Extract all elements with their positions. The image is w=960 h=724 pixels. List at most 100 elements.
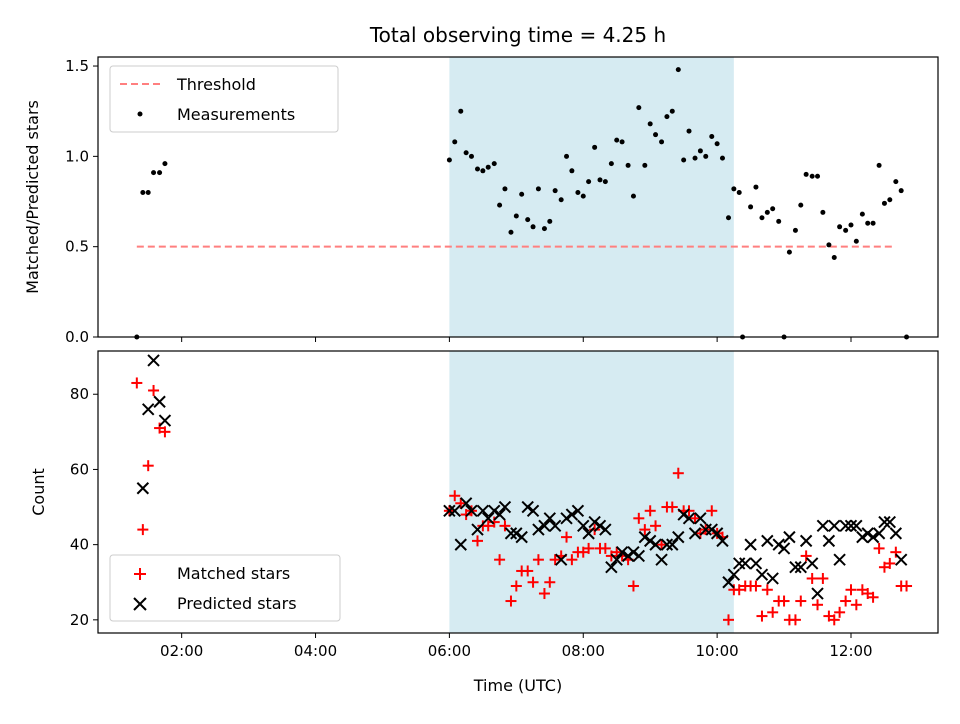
predicted-star-point-65 xyxy=(777,542,791,555)
measurement-point-21 xyxy=(530,224,536,230)
predicted-star-point-38 xyxy=(627,545,640,559)
predicted-star-point-59 xyxy=(744,538,757,551)
predicted-star-point-71 xyxy=(811,587,824,600)
predicted-star-point-69 xyxy=(799,534,813,548)
measurement-point-76 xyxy=(837,224,843,230)
measurement-point-46 xyxy=(669,108,675,114)
predicted-star-point-73 xyxy=(822,534,836,548)
measurement-point-39 xyxy=(630,193,636,199)
matched-star-point-15 xyxy=(494,554,506,566)
matched-star-point-28 xyxy=(566,554,578,566)
predicted-star-point-80 xyxy=(861,527,874,540)
top-legend: Threshold Measurements xyxy=(109,65,339,133)
matched-star-point-63 xyxy=(761,584,773,596)
top-legend-box xyxy=(109,65,339,133)
bottom-highlight-span xyxy=(449,351,734,633)
measurement-point-87 xyxy=(898,188,904,194)
matched-star-point-27 xyxy=(561,531,573,543)
measurement-point-58 xyxy=(736,189,742,195)
measurement-point-4 xyxy=(157,170,163,176)
measurement-point-7 xyxy=(452,139,458,145)
predicted-star-point-8 xyxy=(459,497,473,510)
matched-star-point-61 xyxy=(750,580,762,592)
measurement-point-67 xyxy=(786,249,792,255)
predicted-star-point-64 xyxy=(772,538,785,551)
measurement-point-82 xyxy=(870,220,876,226)
predicted-star-point-22 xyxy=(538,519,551,533)
matched-star-point-23 xyxy=(538,588,550,600)
predicted-star-point-76 xyxy=(839,519,852,533)
top-ytick-label-0: 0.0 xyxy=(65,328,89,346)
measurement-point-61 xyxy=(753,184,759,190)
measurement-point-30 xyxy=(580,193,586,199)
predicted-star-point-4 xyxy=(158,414,172,427)
matched-star-point-5 xyxy=(159,426,171,438)
measurement-point-79 xyxy=(853,238,859,244)
matched-star-point-8 xyxy=(455,497,467,509)
matched-star-point-17 xyxy=(505,595,517,607)
bottom-ytick-label-2: 60 xyxy=(70,460,89,478)
measurement-point-56 xyxy=(726,215,732,221)
top-highlight-span xyxy=(449,57,734,337)
measurement-point-31 xyxy=(586,179,592,185)
matched-star-point-83 xyxy=(873,542,885,554)
top-ytick-label-2: 1.0 xyxy=(65,147,89,165)
matched-star-point-43 xyxy=(650,520,662,532)
predicted-star-point-25 xyxy=(554,553,568,566)
measurement-point-37 xyxy=(619,139,625,145)
predicted-star-point-6 xyxy=(448,504,461,518)
measurement-point-74 xyxy=(826,242,832,248)
predicted-star-point-18 xyxy=(515,530,528,544)
bottom-marks xyxy=(131,354,913,626)
measurement-point-41 xyxy=(642,162,648,168)
predicted-star-point-30 xyxy=(582,527,595,540)
predicted-star-point-37 xyxy=(621,549,635,563)
bottom-axes-frame xyxy=(97,350,939,634)
predicted-star-point-10 xyxy=(471,523,484,536)
predicted-star-point-26 xyxy=(560,512,573,525)
measurement-point-20 xyxy=(525,217,531,223)
matched-star-point-46 xyxy=(666,501,678,513)
top-panel: 0.0 0.5 1.0 1.5 Matched/Predicted stars Thr… xyxy=(23,56,939,346)
measurement-point-35 xyxy=(608,161,614,167)
matched-star-point-49 xyxy=(683,505,695,517)
top-y-axis-label: Matched/Predicted stars xyxy=(23,100,42,294)
predicted-star-point-70 xyxy=(805,557,819,570)
measurement-point-25 xyxy=(552,188,558,194)
predicted-star-point-24 xyxy=(548,519,562,533)
predicted-star-point-33 xyxy=(599,523,612,536)
matched-star-point-58 xyxy=(733,584,745,596)
top-marks xyxy=(134,67,910,340)
measurement-point-73 xyxy=(820,209,826,215)
predicted-star-point-47 xyxy=(677,508,690,521)
bottom-ytick-label-3: 80 xyxy=(70,385,89,403)
measurement-point-11 xyxy=(475,166,481,172)
legend-matched-label: Matched stars xyxy=(177,564,290,583)
predicted-star-point-44 xyxy=(660,538,674,551)
matched-star-point-25 xyxy=(549,554,561,566)
bottom-xticks: 02:00 04:00 06:00 08:00 10:00 12:00 xyxy=(160,633,873,660)
predicted-star-point-56 xyxy=(727,568,741,581)
predicted-star-point-45 xyxy=(666,538,679,551)
top-axes-frame xyxy=(97,56,939,338)
measurement-point-33 xyxy=(597,177,603,183)
bottom-xtick-label-2: 06:00 xyxy=(428,642,471,660)
predicted-star-point-13 xyxy=(488,504,501,518)
predicted-star-point-27 xyxy=(565,508,579,521)
measurement-point-57 xyxy=(731,186,737,192)
predicted-star-point-32 xyxy=(593,519,607,533)
chart-title: Total observing time = 4.25 h xyxy=(369,23,666,47)
measurement-point-50 xyxy=(692,155,698,161)
measurement-point-65 xyxy=(776,218,782,224)
predicted-star-point-1 xyxy=(141,403,155,416)
measurement-point-9 xyxy=(463,150,469,156)
matched-star-point-71 xyxy=(806,572,818,584)
measurement-point-19 xyxy=(519,191,525,197)
predicted-star-point-58 xyxy=(739,557,752,570)
predicted-star-point-66 xyxy=(783,530,796,544)
matched-star-point-85 xyxy=(884,557,896,569)
measurement-point-2 xyxy=(145,189,151,195)
measurement-point-83 xyxy=(876,162,882,168)
